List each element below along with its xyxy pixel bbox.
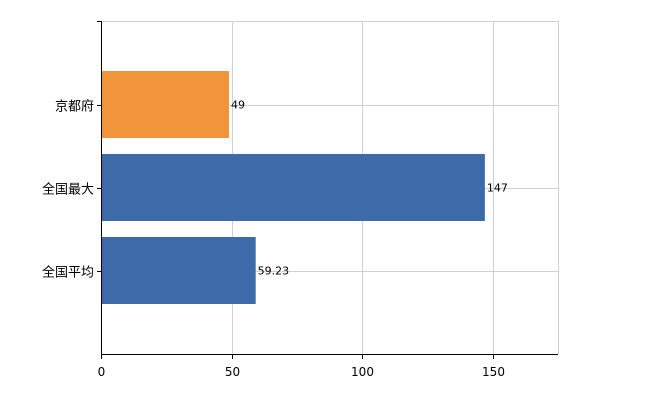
x-tick-label: 150 — [482, 365, 505, 379]
axes — [97, 21, 558, 359]
data-label: 49 — [231, 99, 245, 112]
bar — [101, 237, 256, 304]
bar — [101, 71, 229, 138]
x-tick-label: 0 — [98, 365, 106, 379]
data-label: 59.23 — [258, 265, 290, 278]
x-tick-label: 50 — [225, 365, 240, 379]
x-tick-label: 100 — [351, 365, 374, 379]
bars — [101, 71, 485, 304]
data-label: 147 — [487, 182, 508, 195]
bar — [101, 154, 485, 221]
category-label: 全国最大 — [42, 182, 94, 198]
category-label: 京都府 — [55, 100, 94, 115]
category-label: 全国平均 — [42, 265, 94, 281]
